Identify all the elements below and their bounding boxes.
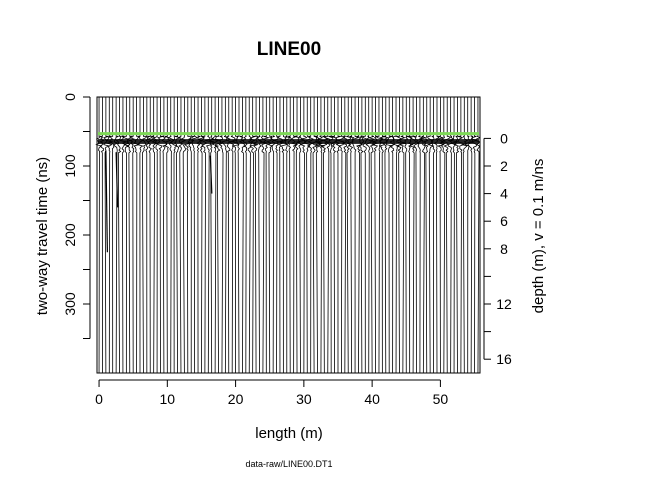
trace-line xyxy=(470,97,478,374)
trace-line xyxy=(404,97,409,374)
trace-line xyxy=(464,97,471,374)
trace-line xyxy=(306,97,314,374)
trace-line xyxy=(413,97,420,374)
x-tick-label: 0 xyxy=(95,391,103,407)
trace-line xyxy=(392,97,400,374)
depth-tick-label: 0 xyxy=(500,130,508,146)
trace-line xyxy=(95,97,103,374)
trace-line xyxy=(269,97,277,374)
trace-line xyxy=(180,97,187,374)
trace-line xyxy=(371,97,379,374)
trace-line xyxy=(382,97,390,374)
deep-reflection xyxy=(209,155,213,194)
trace-line xyxy=(211,97,220,374)
trace-line xyxy=(204,97,212,374)
y-axis-depth: 0 2 4 6 8 12 16 xyxy=(483,130,512,367)
depth-tick-label: 4 xyxy=(500,186,508,202)
trace-line xyxy=(178,97,182,374)
x-tick-label: 20 xyxy=(228,391,244,407)
trace-line xyxy=(167,97,175,374)
depth-tick-label: 12 xyxy=(496,296,512,312)
trace-line xyxy=(423,97,429,374)
trace-line xyxy=(290,97,298,374)
x-axis: 0 10 20 30 40 50 xyxy=(95,379,449,407)
trace-line xyxy=(316,97,326,374)
trace-line xyxy=(236,97,240,374)
deep-reflection xyxy=(115,152,119,208)
trace-line xyxy=(426,97,435,374)
trace-line xyxy=(229,97,236,374)
trace-line xyxy=(280,97,288,374)
trace-line xyxy=(171,97,178,374)
plot-area xyxy=(95,96,481,374)
depth-tick-label: 6 xyxy=(500,213,508,229)
trace-line xyxy=(109,97,115,374)
trace-line xyxy=(348,97,355,374)
trace-line xyxy=(99,97,105,374)
trace-line xyxy=(409,97,416,374)
trace-line xyxy=(249,97,257,374)
trace-line xyxy=(395,97,403,374)
trace-line xyxy=(197,97,205,374)
trace-line xyxy=(262,97,270,374)
trace-line xyxy=(161,97,168,374)
y-tick-label: 0 xyxy=(62,93,78,101)
trace-line xyxy=(122,97,130,374)
trace-line xyxy=(256,97,263,374)
trace-line xyxy=(346,97,352,374)
trace-line xyxy=(221,97,229,374)
trace-line xyxy=(272,97,280,374)
trace-line xyxy=(218,97,224,374)
y-tick-label: 100 xyxy=(62,154,78,178)
x-tick-label: 10 xyxy=(160,391,176,407)
trace-group xyxy=(95,97,481,374)
trace-line xyxy=(433,97,440,374)
y-axis-label: two-way travel time (ns) xyxy=(34,157,51,315)
trace-line xyxy=(191,97,199,374)
trace-line xyxy=(156,97,164,374)
trace-line xyxy=(142,97,147,374)
trace-line xyxy=(337,97,346,374)
trace-line xyxy=(113,97,120,374)
y-tick-label: 200 xyxy=(62,223,78,247)
trace-line xyxy=(355,97,363,374)
trace-line xyxy=(460,97,469,374)
trace-line xyxy=(457,97,465,374)
x-axis-label: length (m) xyxy=(255,425,323,442)
trace-line xyxy=(214,97,222,374)
trace-line xyxy=(294,97,301,374)
depth-axis-label: depth (m), v = 0.1 m/ns xyxy=(530,159,547,314)
trace-line xyxy=(367,97,376,374)
chart-title: LINE00 xyxy=(257,39,321,60)
trace-line xyxy=(328,97,334,374)
source-file-label: data-raw/LINE00.DT1 xyxy=(245,459,332,469)
depth-tick-label: 16 xyxy=(496,351,512,367)
trace-line xyxy=(443,97,452,374)
trace-line xyxy=(132,97,141,374)
x-tick-label: 40 xyxy=(364,391,380,407)
depth-tick-label: 2 xyxy=(500,158,508,174)
x-tick-label: 30 xyxy=(296,391,312,407)
deep-reflection xyxy=(105,150,108,253)
y-tick-label: 300 xyxy=(62,292,78,316)
trace-line xyxy=(231,97,240,374)
trace-line xyxy=(226,97,232,374)
trace-line xyxy=(151,97,158,374)
trace-line xyxy=(153,97,159,374)
trace-line xyxy=(115,97,122,374)
trace-line xyxy=(474,97,481,374)
trace-line xyxy=(242,97,248,374)
reflection-band-fill xyxy=(98,139,479,144)
plot-border xyxy=(96,96,481,374)
x-tick-label: 50 xyxy=(433,391,449,407)
trace-line xyxy=(430,97,436,374)
reflection-band xyxy=(98,139,479,144)
y-axis-time: 0 100 200 300 xyxy=(62,93,91,339)
depth-tick-label: 8 xyxy=(500,241,508,257)
trace-line xyxy=(136,97,144,374)
trace-line xyxy=(362,97,368,374)
trace-line xyxy=(453,97,460,374)
